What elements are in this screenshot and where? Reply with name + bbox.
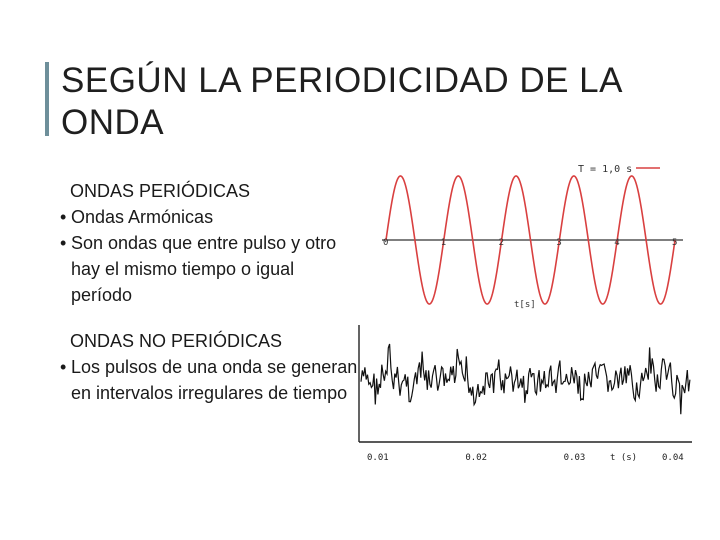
bullet-icon: • [60,357,67,377]
x-tick-label: 4 [614,238,619,248]
x-tick-label: 5 [672,238,677,248]
bullet-icon: • [60,233,67,253]
legend-label: T = 1,0 s [578,164,632,175]
x-axis-label: t[s] [514,300,536,310]
x-tick-label: 0.04 [662,453,684,463]
nonperiodic-section: ONDAS NO PERIÓDICAS • Los pulsos de una … [60,328,360,406]
x-tick-label: 0 [383,238,388,248]
x-tick-labels: 0.01 0.02 0.03 0.04 [367,453,684,463]
x-tick-labels: 0 1 2 3 4 5 [383,238,677,248]
x-tick-label: 0.03 [564,453,586,463]
list-item: • Son ondas que entre pulso y otro hay e… [60,230,360,308]
nonperiodic-wave-chart: 0.01 0.02 0.03 0.04 t (s) [358,325,692,463]
slide-title: SEGÚN LA PERIODICIDAD DE LA ONDA [61,61,622,142]
x-tick-label: 3 [556,238,561,248]
list-item: • Los pulsos de una onda se generan en i… [60,354,360,406]
periodic-bullet-2: Son ondas que entre pulso y otro hay el … [71,233,337,305]
nonperiodic-bullet-1: Los pulsos de una onda se generan en int… [71,357,358,403]
x-tick-label: 1 [441,238,446,248]
sine-wave-series [385,175,676,305]
periodic-section: ONDAS PERIÓDICAS • Ondas Armónicas • Son… [60,178,360,308]
list-item: • Ondas Armónicas [60,204,360,230]
x-axis-label: t (s) [610,453,637,463]
periodic-wave-chart: T = 1,0 s t[s] 0 1 2 3 4 5 [382,164,683,310]
title-accent-bar [45,62,49,136]
nonperiodic-heading: ONDAS NO PERIÓDICAS [70,331,283,351]
periodic-heading: ONDAS PERIÓDICAS [70,181,251,201]
periodic-bullet-1: Ondas Armónicas [71,207,214,227]
x-tick-label: 2 [499,238,504,248]
noise-wave-series [360,343,691,415]
x-tick-label: 0.01 [367,453,389,463]
bullet-icon: • [60,207,67,227]
x-tick-label: 0.02 [465,453,487,463]
